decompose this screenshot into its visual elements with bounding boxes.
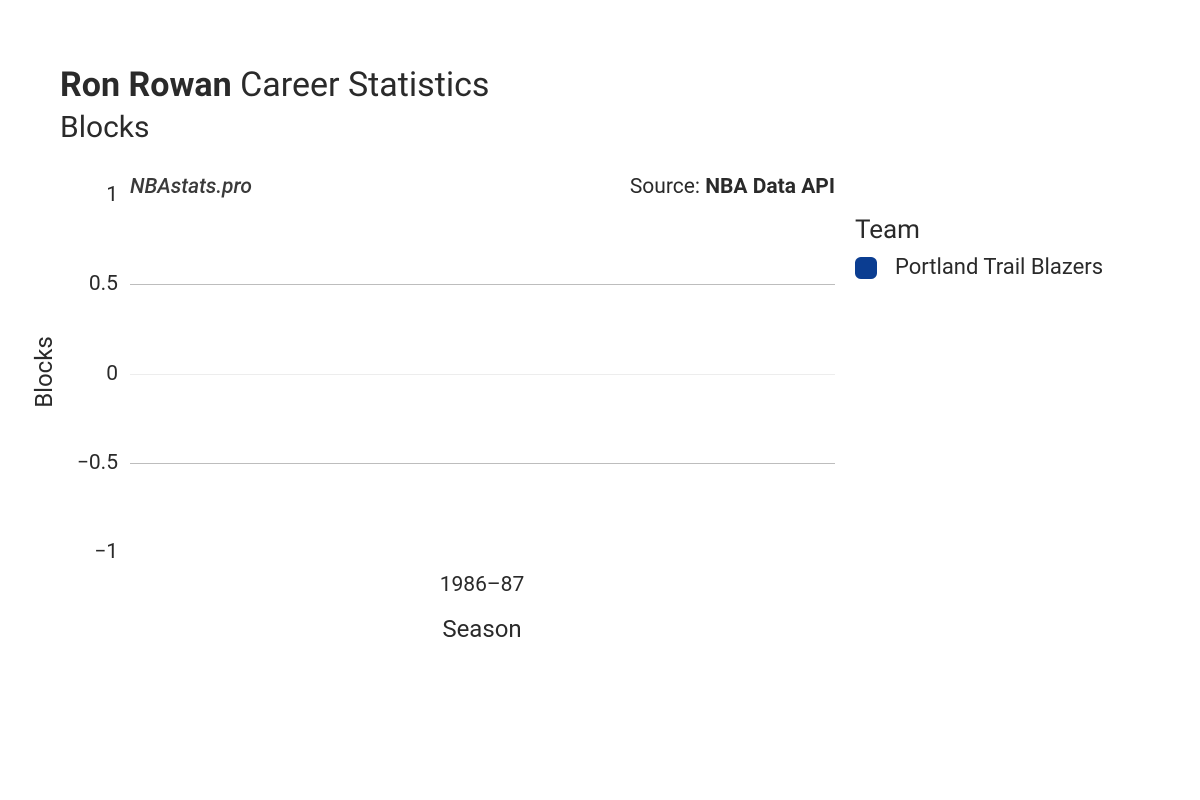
x-axis-label: Season	[442, 615, 521, 643]
grid-line	[130, 284, 835, 285]
grid-line	[130, 374, 835, 375]
title-player-name: Ron Rowan	[60, 65, 232, 105]
legend-swatch	[855, 257, 877, 279]
y-tick-label: 1	[0, 183, 118, 207]
legend-title: Team	[855, 215, 920, 245]
y-tick-label: −0.5	[0, 451, 118, 475]
y-tick-label: −1	[0, 540, 118, 564]
source-prefix: Source:	[630, 175, 705, 199]
x-tick-label: 1986–87	[440, 573, 525, 597]
plot-area: NBAstats.pro Source: NBA Data API 1986–8…	[130, 175, 835, 560]
y-tick-label: 0.5	[0, 272, 118, 296]
page-title: Ron Rowan Career Statistics	[60, 65, 489, 106]
source-attribution: Source: NBA Data API	[630, 175, 835, 199]
grid-line	[130, 463, 835, 464]
watermark-text: NBAstats.pro	[130, 175, 252, 199]
legend-label: Portland Trail Blazers	[895, 255, 1103, 280]
legend-item: Portland Trail Blazers	[855, 255, 1103, 280]
source-name: NBA Data API	[705, 175, 835, 199]
chart-canvas: Ron Rowan Career Statistics Blocks NBAst…	[0, 0, 1200, 800]
y-tick-label: 0	[0, 362, 118, 386]
page-subtitle: Blocks	[60, 110, 150, 145]
title-suffix: Career Statistics	[232, 65, 490, 105]
